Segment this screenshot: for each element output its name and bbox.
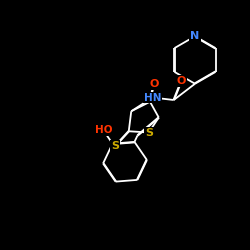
Text: HO: HO — [94, 125, 112, 135]
Text: S: S — [145, 128, 153, 138]
Text: O: O — [176, 76, 186, 86]
Text: O: O — [149, 79, 158, 89]
Text: HN: HN — [144, 92, 161, 102]
Text: S: S — [111, 141, 119, 151]
Text: N: N — [190, 31, 200, 41]
